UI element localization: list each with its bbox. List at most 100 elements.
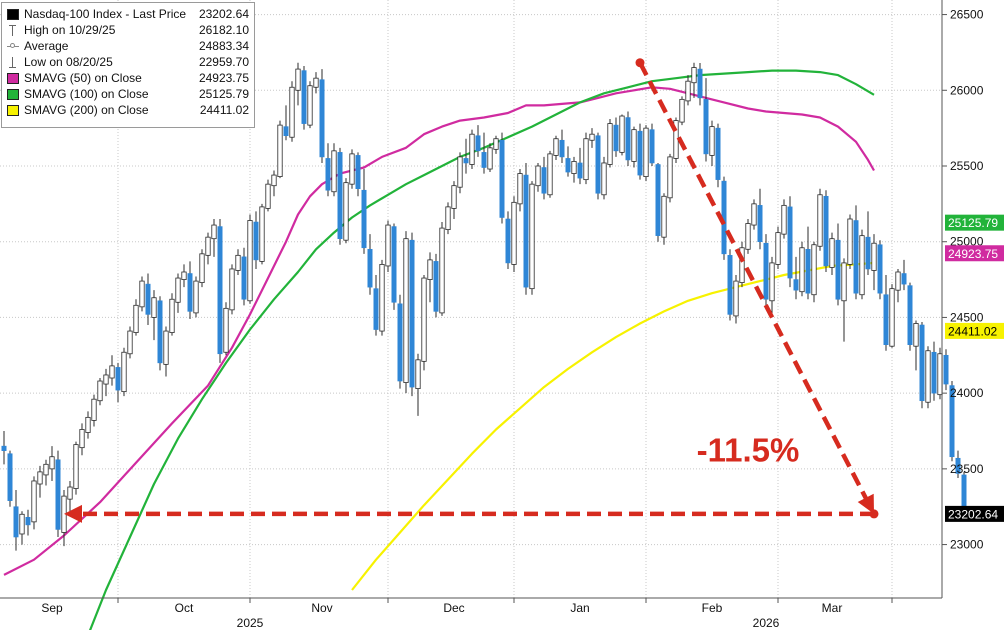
candle-body: [499, 139, 505, 218]
candle-body: [877, 244, 883, 294]
candle-body: [415, 359, 421, 390]
candle-body: [661, 195, 667, 238]
price-tag-text-3: 23202.64: [948, 507, 998, 521]
candle-body: [115, 367, 121, 391]
candle-body: [487, 147, 493, 170]
legend-label: SMAVG (50) on Close: [24, 71, 142, 85]
y-tick-label: 26000: [950, 83, 984, 97]
legend-value: 25125.79: [198, 87, 249, 101]
price-tag-bg-3: [945, 505, 1004, 522]
candle-body: [73, 444, 79, 489]
candle-body: [787, 206, 793, 279]
candle-body: [685, 80, 691, 102]
candle-body: [109, 365, 115, 379]
candle-body: [427, 259, 433, 280]
candle-body: [733, 280, 739, 317]
candle-body: [943, 354, 949, 385]
candle-body: [235, 254, 241, 271]
candle-body: [529, 183, 535, 290]
x-year-label: 2026: [753, 616, 780, 630]
candle-body: [619, 115, 625, 153]
candle-body: [925, 350, 931, 403]
ma-line-0: [3, 86, 875, 576]
y-tick-label: 24000: [950, 386, 984, 400]
candle-body: [907, 285, 913, 345]
candle-body: [391, 226, 397, 303]
candle-body: [421, 277, 427, 362]
candle-body: [511, 201, 517, 265]
candle-body: [367, 248, 373, 288]
candle-body: [373, 288, 379, 330]
candle-body: [637, 130, 643, 176]
candle-body: [7, 453, 13, 501]
price-tag-bg-2: [945, 322, 1004, 339]
candlesticks: [1, 62, 967, 551]
candle-body: [121, 351, 127, 393]
candle-body: [883, 294, 889, 345]
candle-body: [1, 445, 7, 451]
price-tag-text-0: 25125.79: [948, 216, 998, 230]
candle-body: [919, 324, 925, 402]
x-month-label: Sep: [41, 601, 63, 615]
candle-body: [643, 127, 649, 177]
candle-body: [859, 235, 865, 296]
candle-body: [715, 127, 721, 180]
legend-swatch-icon: [7, 88, 19, 100]
candle-body: [775, 232, 781, 265]
legend-swatch-icon: [7, 104, 19, 116]
candle-body: [223, 307, 229, 353]
candle-body: [163, 330, 169, 365]
candle-body: [133, 304, 139, 333]
x-month-label: Nov: [311, 601, 332, 615]
candle-body: [469, 133, 475, 165]
candle-body: [349, 153, 355, 185]
annotations: -11.5%: [64, 58, 879, 523]
candle-body: [49, 456, 55, 470]
candle-body: [19, 513, 25, 535]
candle-body: [451, 185, 457, 209]
candle-body: [457, 156, 463, 188]
candle-body: [193, 280, 199, 314]
candle-body: [817, 194, 823, 247]
candle-body: [889, 288, 895, 347]
candle-body: [829, 238, 835, 268]
candle-body: [913, 323, 919, 347]
candle-body: [361, 189, 367, 249]
candle-body: [571, 161, 577, 174]
candle-body: [541, 167, 547, 194]
legend-item: High on 10/29/25 26182.10: [7, 22, 249, 38]
legend-low-icon: [7, 56, 19, 68]
candle-body: [811, 244, 817, 296]
candle-body: [439, 227, 445, 314]
legend-label: Average: [24, 39, 69, 53]
candle-body: [91, 398, 97, 421]
candle-body: [217, 226, 223, 355]
candle-body: [331, 150, 337, 193]
candle-body: [823, 195, 829, 267]
legend-value: 26182.10: [198, 23, 249, 37]
x-month-label: Dec: [443, 601, 464, 615]
candle-body: [139, 280, 145, 308]
candle-body: [631, 129, 637, 162]
candle-body: [313, 77, 319, 88]
candle-body: [955, 457, 961, 474]
legend-value: 24923.75: [198, 71, 249, 85]
candle-body: [793, 279, 799, 291]
candle-body: [343, 182, 349, 241]
candle-body: [931, 351, 937, 394]
candle-body: [505, 218, 511, 264]
candle-body: [583, 138, 589, 181]
candle-body: [385, 224, 391, 267]
legend-item: Nasdaq-100 Index - Last Price 23202.64: [7, 6, 249, 22]
candle-body: [241, 256, 247, 300]
candle-body: [613, 124, 619, 152]
x-month-label: Feb: [702, 601, 723, 615]
candle-body: [271, 174, 277, 187]
candle-body: [625, 117, 631, 161]
candle-body: [751, 203, 757, 226]
legend-item: SMAVG (100) on Close 25125.79: [7, 86, 249, 102]
candle-body: [55, 459, 61, 530]
candle-body: [295, 68, 301, 91]
candle-body: [475, 135, 481, 152]
